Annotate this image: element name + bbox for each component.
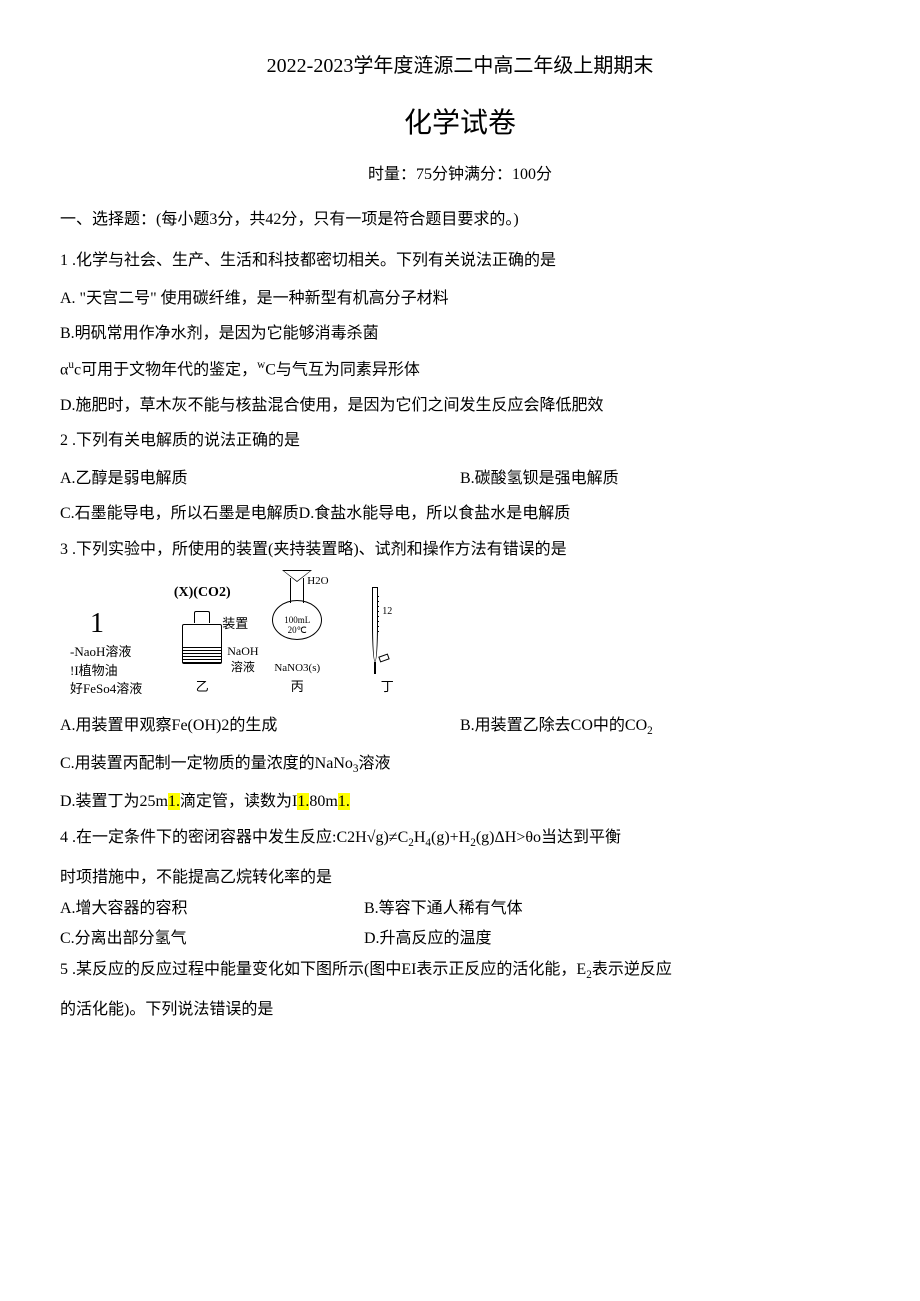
q3c-post: 溶液 (358, 755, 390, 772)
q3b-pre: B.用装置乙除去CO中的CO (460, 717, 647, 734)
q4-post: (g)ΔH>θo当达到平衡 (476, 829, 621, 846)
q5-stem: 5 .某反应的反应过程中能量变化如下图所示(图中EI表示正反应的活化能，E2表示… (60, 957, 860, 985)
yi-xco2: (X)(CO2) (172, 582, 232, 604)
burette-scale: 12 (382, 607, 392, 617)
q5-post: 表示逆反应 (592, 961, 672, 978)
burette-icon: 12 (362, 587, 412, 677)
q1-opt-b: B.明矾常用作净水剂，是因为它能够消毒杀菌 (60, 321, 860, 347)
q1-stem: 1 .化学与社会、生产、生活和科技都密切相关。下列有关说法正确的是 (60, 248, 860, 274)
q3c-pre: C.用装置丙配制一定物质的量浓度的NaNo (60, 755, 353, 772)
q4-m1: H (414, 829, 426, 846)
page-title-2: 化学试卷 (60, 102, 860, 147)
q4-opt-d: D.升高反应的温度 (364, 926, 668, 952)
flask-icon: H2O 100mL 20℃ (262, 578, 332, 658)
q1c-post: C与气互为同素异形体 (265, 361, 420, 378)
q4-line2: 时项措施中，不能提高乙烷转化率的是 (60, 865, 860, 891)
diagram-bing: H2O 100mL 20℃ NaNO3(s) 丙 (262, 578, 332, 698)
q4-stem: 4 .在一定条件下的密闭容器中发生反应:C2H√g)≠C2H4(g)+H2(g)… (60, 825, 860, 853)
nanos-label: NaNO3(s) (262, 660, 332, 678)
q1-opt-a: A. "天宫二号" 使用碳纤维，是一种新型有机高分子材料 (60, 286, 860, 312)
yi-naoh1: NaOH (227, 644, 258, 660)
bottle-icon: 装置 NaOH 溶液 (172, 609, 232, 669)
diagram-jia: 1 -NaoH溶液 !I植物油 好FeSo4溶液 (70, 604, 142, 698)
q4-opt-a: A.增大容器的容积 (60, 896, 364, 922)
jia-number: 1 (90, 604, 142, 643)
diagram-ding: 12 丁 (362, 587, 412, 698)
jia-feso4: 好FeSo4溶液 (70, 680, 142, 698)
q1c-mid: c可用于文物年代的鉴定， (74, 361, 257, 378)
q3-opt-d: D.装置丁为25m1.滴定管，读数为I1.80m1. (60, 789, 860, 815)
q1-opt-d: D.施肥时，草木灰不能与核盐混合使用，是因为它们之间发生反应会降低肥效 (60, 393, 860, 419)
q3-diagram: 1 -NaoH溶液 !I植物油 好FeSo4溶液 (X)(CO2) 装置 NaO… (70, 578, 860, 698)
section-header: 一、选择题：(每小题3分，共42分，只有一项是符合题目要求的。) (60, 207, 860, 233)
q3-opt-b: B.用装置乙除去CO中的CO2 (460, 713, 860, 741)
q2-stem: 2 .下列有关电解质的说法正确的是 (60, 428, 860, 454)
jia-naoh: -NaoH溶液 (70, 643, 142, 661)
q3b-sub: 2 (647, 725, 653, 737)
q2-opt-a: A.乙醇是弱电解质 (60, 466, 460, 492)
q2-opt-b: B.碳酸氢钡是强电解质 (460, 466, 860, 492)
q3d-2: 滴定管，读数为I (180, 793, 297, 810)
q4-opt-b: B.等容下通人稀有气体 (364, 896, 668, 922)
h2o-label: H2O (307, 573, 328, 591)
q3d-h3: 1. (338, 793, 350, 810)
q5-line2: 的活化能)。下列说法错误的是 (60, 997, 860, 1023)
q1c-sup2: w (257, 359, 265, 371)
jia-oil: !I植物油 (70, 662, 142, 680)
q3-stem: 3 .下列实验中，所使用的装置(夹持装置略)、试剂和操作方法有错误的是 (60, 537, 860, 563)
q3-opt-c: C.用装置丙配制一定物质的量浓度的NaNo3溶液 (60, 751, 860, 779)
page-title-1: 2022-2023学年度涟源二中高二年级上期期末 (60, 50, 860, 82)
yi-caption: 乙 (172, 677, 232, 698)
q3d-3: 80m (309, 793, 337, 810)
q2-opt-cd: C.石墨能导电，所以石墨是电解质D.食盐水能导电，所以食盐水是电解质 (60, 501, 860, 527)
q3d-h2: 1. (297, 793, 309, 810)
diagram-yi: (X)(CO2) 装置 NaOH 溶液 乙 (172, 582, 232, 698)
q4-m2: (g)+H (431, 829, 470, 846)
q3d-1: D.装置丁为25m (60, 793, 168, 810)
q4-opt-c: C.分离出部分氢气 (60, 926, 364, 952)
flask-temp: 20℃ (279, 626, 315, 636)
exam-meta: 时量：75分钟满分：100分 (60, 162, 860, 188)
q1-opt-c: αuc可用于文物年代的鉴定，wC与气互为同素异形体 (60, 357, 860, 383)
q3-opt-a: A.用装置甲观察Fe(OH)2的生成 (60, 713, 460, 741)
ding-caption: 丁 (362, 677, 412, 698)
q4-pre: 4 .在一定条件下的密闭容器中发生反应:C2H√g)≠C (60, 829, 408, 846)
yi-top-label: 装置 (222, 614, 248, 635)
q5-pre: 5 .某反应的反应过程中能量变化如下图所示(图中EI表示正反应的活化能，E (60, 961, 586, 978)
yi-naoh2: 溶液 (227, 660, 258, 676)
bing-caption: 丙 (262, 677, 332, 698)
q3d-h1: 1. (168, 793, 180, 810)
